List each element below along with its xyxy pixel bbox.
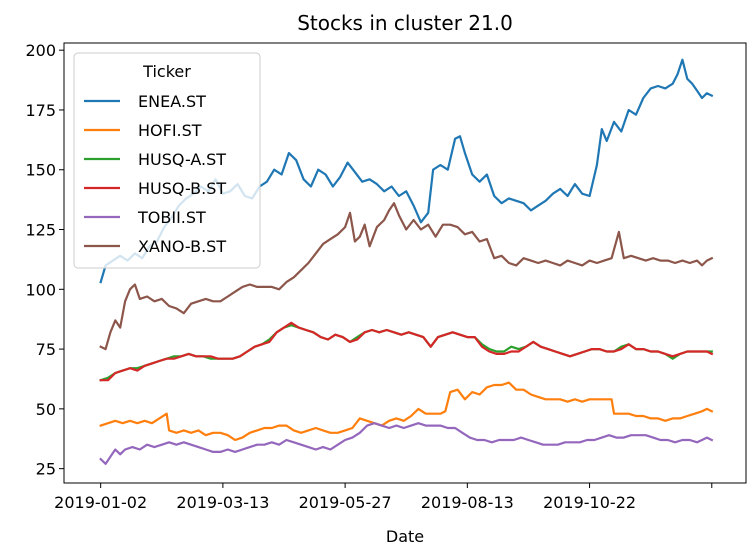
y-tick-label: 150 <box>25 161 56 180</box>
legend-title: Ticker <box>142 62 191 81</box>
series-line-husq-b-st <box>99 321 714 382</box>
x-axis-title: Date <box>386 527 424 546</box>
legend: Ticker ENEA.ST HOFI.ST HUSQ-A.ST HUSQ-B.ST T… <box>73 52 261 269</box>
y-tick-label: 200 <box>25 41 56 60</box>
x-tick-label: 2019-03-13 <box>176 493 269 512</box>
legend-label-husq-b-st: HUSQ-B.ST <box>138 179 226 198</box>
y-tick-label: 175 <box>25 101 56 120</box>
legend-label-tobii-st: TOBII.ST <box>137 208 206 227</box>
series-line-xano-b-st <box>99 202 714 351</box>
axes: 25 50 75 100 125 150 175 200 2019-01-02 2019-03-1… <box>25 41 713 512</box>
legend-frame <box>73 52 261 269</box>
legend-label-husq-a-st: HUSQ-A.ST <box>138 150 226 169</box>
x-tick-label: 2019-05-27 <box>299 493 392 512</box>
x-tick-label: 2019-01-02 <box>54 493 147 512</box>
plot-frame <box>63 42 747 484</box>
series-line-hofi-st <box>99 381 714 442</box>
legend-label-enea-st: ENEA.ST <box>138 92 206 111</box>
series-line-tobii-st <box>99 422 714 465</box>
y-tick-label: 25 <box>36 460 56 479</box>
chart-title: Stocks in cluster 21.0 <box>297 11 513 35</box>
y-tick-label: 75 <box>36 340 56 359</box>
y-tick-label: 100 <box>25 280 56 299</box>
x-tick-label: 2019-08-13 <box>421 493 514 512</box>
y-tick-label: 50 <box>36 400 56 419</box>
x-tick-label: 2019-10-22 <box>543 493 636 512</box>
y-tick-label: 125 <box>25 221 56 240</box>
legend-label-hofi-st: HOFI.ST <box>138 121 202 140</box>
legend-label-xano-b-st: XANO-B.ST <box>138 237 226 256</box>
